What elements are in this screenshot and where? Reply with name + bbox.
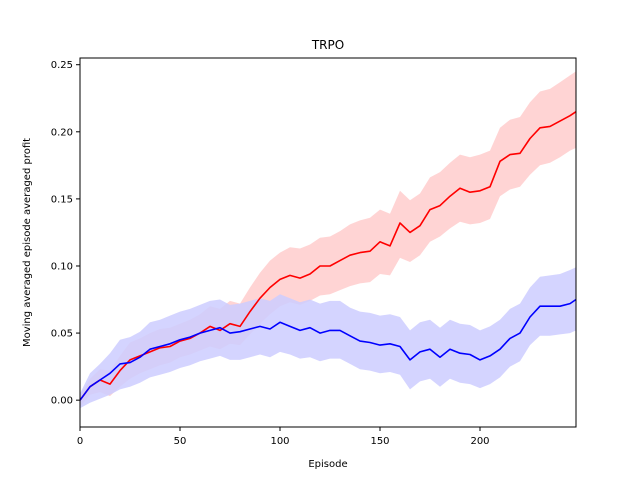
y-tick-label: 0.15: [51, 194, 73, 205]
x-tick-label: 100: [270, 436, 289, 447]
y-tick-label: 0.20: [51, 127, 73, 138]
x-tick-label: 200: [470, 436, 489, 447]
x-axis-label: Episode: [308, 459, 347, 470]
y-axis-ticks: 0.00 0.05 0.10 0.15 0.20 0.25: [51, 60, 80, 407]
y-tick-label: 0.05: [51, 329, 73, 340]
series-2-line: [79, 298, 577, 401]
series-1-line: [79, 111, 577, 401]
plot-frame: [79, 57, 577, 428]
chart-title: TRPO: [311, 38, 344, 52]
x-tick-label: 150: [370, 436, 389, 447]
y-axis-label: Moving averaged episode averaged profit: [22, 138, 33, 347]
x-tick-label: 0: [77, 436, 83, 447]
series-2-band: [80, 267, 576, 409]
series-lines: [79, 111, 577, 401]
x-tick-label: 50: [174, 436, 187, 447]
confidence-bands: [80, 71, 576, 409]
x-axis-ticks: 0 50 100 150 200: [77, 427, 490, 447]
y-tick-label: 0.00: [51, 396, 73, 407]
y-tick-label: 0.10: [51, 261, 73, 272]
y-tick-label: 0.25: [51, 60, 73, 71]
